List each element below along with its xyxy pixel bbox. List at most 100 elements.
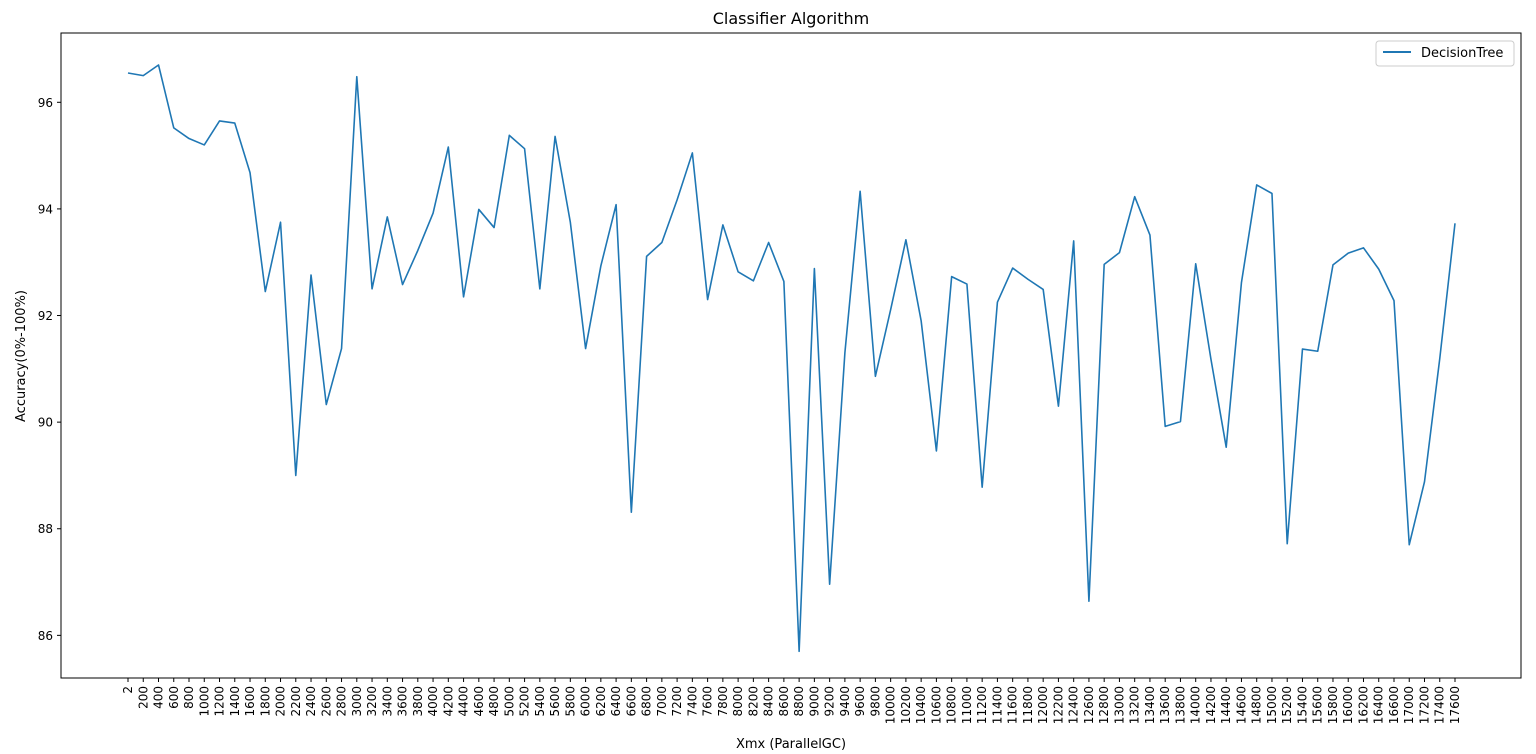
x-tick-label: 11000 [960,686,974,724]
x-tick-label: 4400 [457,686,471,717]
x-tick-label: 10000 [884,686,898,724]
x-tick-label: 11200 [975,686,989,724]
x-tick-label: 15000 [1265,686,1279,724]
x-tick-label: 13600 [1158,686,1172,724]
x-tick-label: 2 [121,686,135,694]
x-tick-label: 12600 [1082,686,1096,724]
y-tick-label: 88 [38,522,53,536]
chart-title: Classifier Algorithm [713,9,869,28]
x-tick-label: 7200 [670,686,684,717]
x-tick-label: 11600 [1006,686,1020,724]
x-tick-label: 4000 [426,686,440,717]
x-axis-title: Xmx (ParallelGC) [736,737,846,752]
x-tick-label: 14800 [1250,686,1264,724]
x-tick-label: 5800 [563,686,577,717]
x-tick-label: 13200 [1128,686,1142,724]
x-tick-label: 14600 [1234,686,1248,724]
x-tick-label: 7000 [655,686,669,717]
x-tick-label: 2400 [304,686,318,717]
x-tick-label: 5200 [518,686,532,717]
x-tick-label: 4800 [487,686,501,717]
x-tick-label: 9200 [823,686,837,717]
x-tick-label: 3800 [411,686,425,717]
x-tick-label: 3000 [350,686,364,717]
x-tick-label: 9600 [853,686,867,717]
x-tick-label: 1000 [197,686,211,717]
x-tick-label: 8400 [762,686,776,717]
x-tick-label: 1400 [228,686,242,717]
x-tick-label: 13400 [1143,686,1157,724]
x-tick-label: 15600 [1311,686,1325,724]
x-tick-label: 12000 [1036,686,1050,724]
x-tick-label: 600 [167,686,181,709]
legend: DecisionTree [1375,40,1515,67]
y-tick-label: 92 [38,309,53,323]
x-tick-label: 6800 [640,686,654,717]
x-tick-label: 11800 [1021,686,1035,724]
x-tick-label: 5400 [533,686,547,717]
x-tick-label: 14200 [1204,686,1218,724]
x-tick-label: 800 [182,686,196,709]
x-tick-label: 8000 [731,686,745,717]
x-tick-label: 17400 [1433,686,1447,724]
x-tick-label: 16200 [1356,686,1370,724]
x-tick-label: 16600 [1387,686,1401,724]
x-tick-label: 200 [136,686,150,709]
x-tick-label: 6000 [579,686,593,717]
x-tick-label: 4600 [472,686,486,717]
x-tick-label: 14400 [1219,686,1233,724]
x-tick-label: 10600 [929,686,943,724]
legend-box [1375,40,1515,67]
x-tick-label: 6400 [609,686,623,717]
series-line-DecisionTree [127,64,1456,653]
x-tick-label: 11400 [990,686,1004,724]
x-tick-label: 7600 [701,686,715,717]
x-tick-label: 1600 [243,686,257,717]
x-tick-label: 3400 [380,686,394,717]
x-tick-label: 7800 [716,686,730,717]
x-tick-label: 6200 [594,686,608,717]
x-tick-label: 5000 [502,686,516,717]
plot-area-frame [60,32,1522,679]
x-tick-label: 13800 [1173,686,1187,724]
x-tick-label: 5600 [548,686,562,717]
y-axis-title: Accuracy(0%-100%) [14,290,29,422]
series-layer [127,64,1456,653]
x-tick-label: 4200 [441,686,455,717]
x-tick-label: 400 [152,686,166,709]
x-tick-label: 2600 [319,686,333,717]
x-tick-label: 10400 [914,686,928,724]
x-tick-label: 1200 [213,686,227,717]
x-tick-label: 6600 [624,686,638,717]
x-tick-label: 15400 [1295,686,1309,724]
x-tick-label: 3600 [396,686,410,717]
y-tick-label: 94 [38,202,53,216]
x-tick-label: 12800 [1097,686,1111,724]
x-tick-label: 15800 [1326,686,1340,724]
x-tick-label: 2000 [274,686,288,717]
x-tick-label: 2200 [289,686,303,717]
x-tick-label: 12400 [1067,686,1081,724]
x-tick-label: 10800 [945,686,959,724]
x-tick-label: 1800 [258,686,272,717]
x-tick-label: 8600 [777,686,791,717]
x-tick-label: 17600 [1448,686,1462,724]
x-tick-label: 16400 [1372,686,1386,724]
x-tick-label: 9800 [868,686,882,717]
x-tick-label: 7400 [685,686,699,717]
x-tick-label: 13000 [1112,686,1126,724]
x-tick-label: 17200 [1417,686,1431,724]
legend-label: DecisionTree [1421,46,1503,61]
x-tick-label: 16000 [1341,686,1355,724]
x-tick-label: 14000 [1189,686,1203,724]
x-tick-label: 17000 [1402,686,1416,724]
x-tick-label: 9000 [807,686,821,717]
x-tick-label: 8200 [746,686,760,717]
x-tick-label: 15200 [1280,686,1294,724]
x-tick-label: 8800 [792,686,806,717]
x-tick-label: 10200 [899,686,913,724]
x-tick-label: 3200 [365,686,379,717]
